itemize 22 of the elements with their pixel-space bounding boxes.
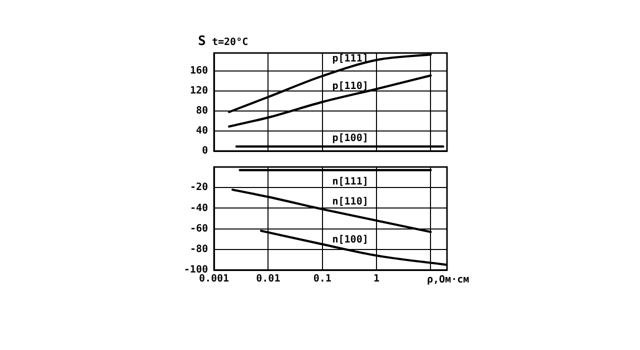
y-tick-label: 80 — [196, 106, 208, 117]
y-tick-label: -40 — [190, 202, 208, 214]
x-tick-label: 0.001 — [198, 274, 230, 285]
y-tick-label: -60 — [190, 223, 208, 234]
chart-title: t=20°C — [212, 37, 248, 48]
y-axis-title: S — [198, 34, 206, 49]
y-tick-label: 160 — [190, 66, 208, 77]
y-tick-label: 0 — [202, 146, 208, 157]
series-label: n[110] — [332, 196, 368, 208]
y-tick-label: -80 — [190, 244, 208, 255]
x-tick-label: 0.01 — [256, 274, 280, 285]
series-label: p[110] — [332, 80, 368, 92]
x-tick-label: 0.1 — [313, 274, 332, 285]
y-tick-label: 40 — [196, 126, 208, 137]
x-tick-label: 1 — [374, 274, 380, 285]
x-axis-title: ρ,Ом·см — [427, 274, 470, 286]
series-label: n[100] — [332, 234, 368, 246]
series-label: p[111] — [332, 53, 368, 64]
y-tick-label: -20 — [190, 182, 208, 194]
series-label: p[100] — [332, 133, 368, 144]
y-tick-label: 120 — [190, 86, 208, 97]
series-label: n[111] — [332, 176, 368, 188]
